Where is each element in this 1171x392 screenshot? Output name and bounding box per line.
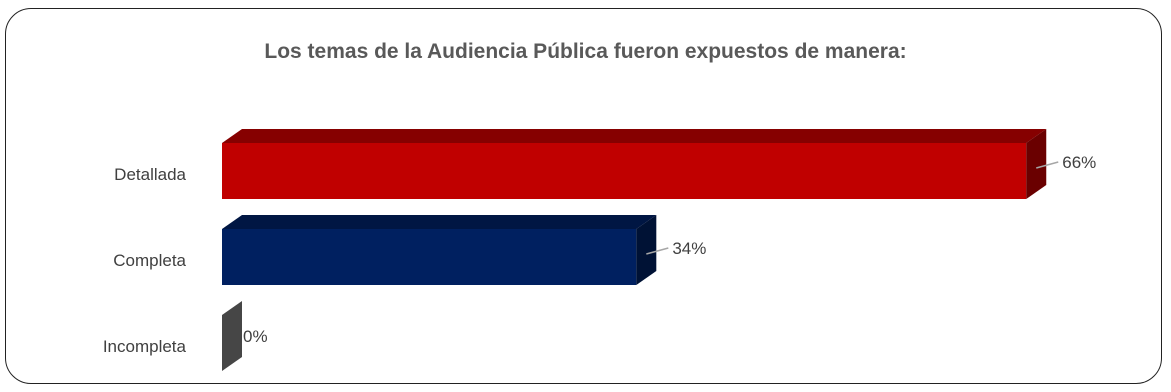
- bar-top-face: [222, 129, 1047, 143]
- bar-side-face: [222, 301, 242, 371]
- bar-front-face: [222, 143, 1027, 199]
- value-label-detallada: 66%: [1062, 153, 1096, 172]
- leader-line: [646, 247, 669, 255]
- chart-title: Los temas de la Audiencia Pública fueron…: [264, 40, 907, 63]
- category-label-completa: Completa: [113, 251, 186, 270]
- bar-completa: [222, 215, 657, 285]
- bar-front-face: [222, 229, 637, 285]
- value-label-completa: 34%: [672, 239, 706, 258]
- leader-line: [1036, 161, 1059, 169]
- bar-side-face: [636, 215, 657, 285]
- value-label-incompleta: 0%: [243, 327, 268, 346]
- category-label-detallada: Detallada: [114, 165, 186, 184]
- bar-side-face: [1026, 129, 1047, 199]
- category-label-incompleta: Incompleta: [103, 337, 187, 356]
- bar-detallada: [222, 129, 1047, 199]
- bar-top-face: [222, 215, 657, 229]
- bar-incompleta: [222, 301, 242, 371]
